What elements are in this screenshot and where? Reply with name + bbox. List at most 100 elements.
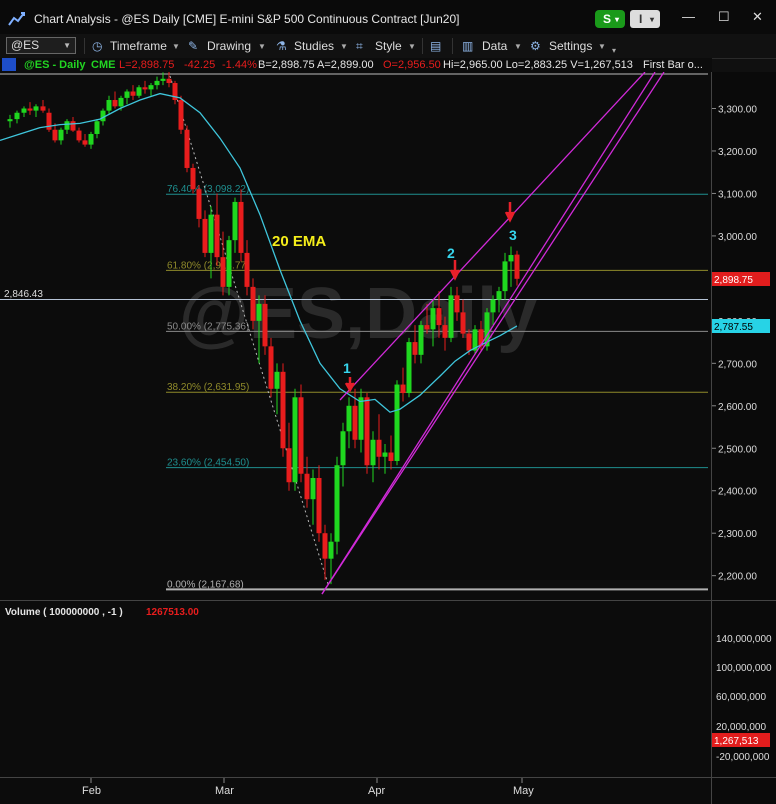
- layout-icon[interactable]: ▤: [430, 39, 442, 53]
- candle[interactable]: [304, 456, 310, 508]
- candle[interactable]: [502, 252, 508, 300]
- settings-menu[interactable]: Settings: [549, 39, 593, 53]
- chevron-down-icon[interactable]: ▼: [340, 42, 348, 51]
- candle[interactable]: [298, 384, 304, 483]
- candle[interactable]: [322, 524, 328, 580]
- candle[interactable]: [274, 363, 280, 415]
- candle[interactable]: [508, 246, 514, 287]
- candle[interactable]: [130, 85, 136, 101]
- candle[interactable]: [400, 367, 406, 402]
- close-button[interactable]: ✕: [752, 9, 763, 24]
- candle[interactable]: [106, 95, 112, 115]
- candle[interactable]: [262, 295, 268, 355]
- candle[interactable]: [40, 100, 46, 113]
- volume-axis[interactable]: 140,000,000 100,000,000 60,000,000 20,000,0…: [716, 634, 772, 763]
- chevron-down-icon[interactable]: ▼: [598, 42, 606, 51]
- candle[interactable]: [112, 91, 118, 109]
- candle[interactable]: [424, 303, 430, 334]
- candle[interactable]: [490, 295, 496, 326]
- candle[interactable]: [136, 85, 142, 98]
- candle[interactable]: [256, 295, 262, 364]
- candle[interactable]: [250, 278, 256, 330]
- candle[interactable]: [196, 184, 202, 228]
- candle[interactable]: [436, 291, 442, 338]
- ema-20-line[interactable]: [0, 92, 518, 413]
- candle[interactable]: [21, 106, 27, 117]
- candle[interactable]: [496, 286, 502, 313]
- candle[interactable]: [460, 299, 466, 338]
- candle[interactable]: [7, 114, 13, 128]
- maximize-button[interactable]: ☐: [718, 9, 730, 24]
- candle[interactable]: [184, 125, 190, 173]
- candle[interactable]: [154, 76, 160, 90]
- candle[interactable]: [88, 131, 94, 149]
- candle[interactable]: [160, 72, 166, 86]
- candle[interactable]: [14, 110, 20, 124]
- style-menu[interactable]: Style: [375, 39, 402, 53]
- candle[interactable]: [64, 119, 70, 134]
- candle[interactable]: [346, 397, 352, 449]
- candle[interactable]: [406, 337, 412, 398]
- candle[interactable]: [46, 108, 52, 132]
- candle[interactable]: [340, 422, 346, 487]
- candle[interactable]: [202, 210, 208, 258]
- wave-2-marker[interactable]: 2: [447, 245, 461, 281]
- insight-i-button[interactable]: I ▾: [630, 10, 660, 28]
- candle[interactable]: [94, 119, 100, 139]
- candle[interactable]: [376, 414, 382, 470]
- chart-area[interactable]: @ES,Daily 76.40% (3,098.22)61.80% (2,918…: [0, 72, 776, 804]
- candle[interactable]: [214, 193, 220, 266]
- overflow-chevron-icon[interactable]: ▾: [612, 46, 617, 55]
- chevron-down-icon[interactable]: ▼: [258, 42, 266, 51]
- candle[interactable]: [58, 127, 64, 145]
- channel-upper-line[interactable]: [321, 72, 665, 595]
- candle[interactable]: [280, 363, 286, 457]
- candle[interactable]: [442, 316, 448, 351]
- candle[interactable]: [394, 380, 400, 466]
- candle[interactable]: [244, 240, 250, 296]
- symbol-color-swatch[interactable]: [2, 58, 16, 71]
- candle[interactable]: [33, 104, 39, 117]
- candle[interactable]: [412, 325, 418, 364]
- candle[interactable]: [418, 320, 424, 364]
- candle[interactable]: [27, 102, 33, 115]
- chevron-down-icon[interactable]: ▼: [172, 42, 180, 51]
- candle[interactable]: [148, 83, 154, 96]
- time-axis[interactable]: Feb Mar Apr May: [82, 778, 534, 797]
- candle[interactable]: [190, 163, 196, 194]
- candle[interactable]: [310, 469, 316, 525]
- symbol-input[interactable]: @ES ▼: [6, 37, 76, 54]
- candle[interactable]: [388, 435, 394, 470]
- candle[interactable]: [268, 337, 274, 398]
- fib-anchor-line[interactable]: [169, 75, 329, 585]
- chevron-down-icon[interactable]: ▼: [408, 42, 416, 51]
- studies-menu[interactable]: Studies: [294, 39, 335, 53]
- candle[interactable]: [370, 431, 376, 483]
- candle[interactable]: [472, 325, 478, 355]
- strategy-s-button[interactable]: S ▾: [595, 10, 625, 28]
- drawing-menu[interactable]: Drawing: [207, 39, 252, 53]
- wave-3-marker[interactable]: 3: [504, 202, 517, 243]
- candle[interactable]: [316, 465, 322, 542]
- candle[interactable]: [82, 133, 88, 147]
- candle[interactable]: [358, 388, 364, 453]
- candle[interactable]: [142, 80, 148, 94]
- candle[interactable]: [364, 393, 370, 474]
- fibonacci-retracement[interactable]: 76.40% (3,098.22) 61.80% (2,918.77) 50.00%…: [166, 184, 708, 591]
- candle[interactable]: [448, 286, 454, 343]
- candle[interactable]: [52, 123, 58, 143]
- candle[interactable]: [232, 197, 238, 253]
- candle[interactable]: [208, 206, 214, 279]
- candle[interactable]: [166, 72, 172, 88]
- candle[interactable]: [178, 95, 184, 134]
- timeframe-menu[interactable]: Timeframe: [110, 39, 167, 53]
- candle[interactable]: [226, 235, 232, 296]
- channel-top-line[interactable]: [339, 72, 646, 401]
- channel-line-2[interactable]: [321, 72, 656, 595]
- data-menu[interactable]: Data: [482, 39, 508, 53]
- minimize-button[interactable]: —: [682, 9, 695, 24]
- candle[interactable]: [220, 231, 226, 296]
- candle[interactable]: [76, 127, 82, 143]
- candle[interactable]: [328, 533, 334, 585]
- candle[interactable]: [454, 286, 460, 321]
